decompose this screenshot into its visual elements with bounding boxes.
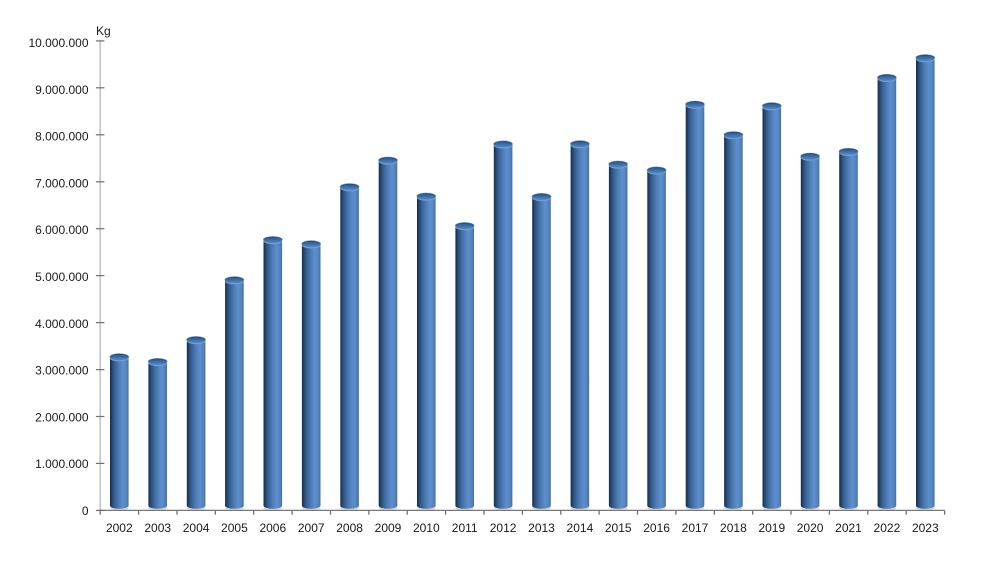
svg-text:2021: 2021 (835, 521, 862, 535)
svg-text:2012: 2012 (490, 521, 517, 535)
svg-text:2002: 2002 (106, 521, 133, 535)
svg-text:2019: 2019 (758, 521, 785, 535)
svg-text:2010: 2010 (413, 521, 440, 535)
svg-text:2015: 2015 (605, 521, 632, 535)
svg-text:2006: 2006 (259, 521, 286, 535)
svg-text:2003: 2003 (144, 521, 171, 535)
svg-text:2005: 2005 (221, 521, 248, 535)
svg-text:2009: 2009 (375, 521, 402, 535)
svg-text:2016: 2016 (643, 521, 670, 535)
svg-text:2022: 2022 (874, 521, 901, 535)
svg-text:Kg: Kg (96, 24, 111, 38)
svg-text:2011: 2011 (452, 521, 478, 535)
svg-text:2023: 2023 (912, 521, 939, 535)
svg-text:2007: 2007 (298, 521, 325, 535)
svg-text:3.000.000: 3.000.000 (35, 364, 89, 378)
svg-text:2017: 2017 (682, 521, 709, 535)
svg-text:9.000.000: 9.000.000 (35, 83, 89, 97)
svg-text:6.000.000: 6.000.000 (35, 223, 89, 237)
svg-text:10.000.000: 10.000.000 (28, 36, 88, 50)
svg-text:0: 0 (82, 504, 89, 518)
svg-text:1.000.000: 1.000.000 (35, 457, 89, 471)
svg-text:2014: 2014 (567, 521, 594, 535)
svg-text:7.000.000: 7.000.000 (35, 176, 89, 190)
svg-text:2.000.000: 2.000.000 (35, 410, 89, 424)
svg-text:2013: 2013 (528, 521, 555, 535)
svg-text:2020: 2020 (797, 521, 824, 535)
svg-text:8.000.000: 8.000.000 (35, 130, 89, 144)
svg-text:5.000.000: 5.000.000 (35, 270, 89, 284)
svg-text:2018: 2018 (720, 521, 747, 535)
svg-text:4.000.000: 4.000.000 (35, 317, 89, 331)
svg-text:2008: 2008 (336, 521, 363, 535)
svg-text:2004: 2004 (183, 521, 210, 535)
